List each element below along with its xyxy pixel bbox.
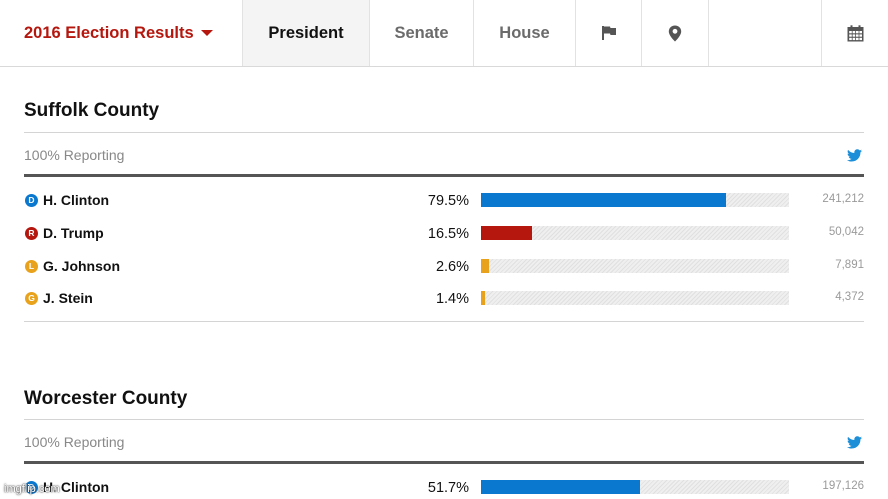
divider xyxy=(24,321,864,322)
vote-count: 197,126 xyxy=(822,480,864,492)
vote-bar-fill xyxy=(481,480,641,494)
tab-house-label: House xyxy=(499,23,550,42)
party-badge-icon: R xyxy=(25,227,38,240)
vote-bar xyxy=(481,291,789,305)
vote-percent: 79.5% xyxy=(427,193,469,209)
vote-percent: 16.5% xyxy=(427,226,469,242)
vote-bar xyxy=(481,193,789,207)
divider xyxy=(24,132,864,133)
vote-percent: 1.4% xyxy=(435,291,469,307)
divider-thick xyxy=(24,174,864,177)
twitter-share-icon[interactable] xyxy=(847,149,862,162)
vote-bar-fill xyxy=(481,259,489,273)
top-navbar: 2016 Election Results President Senate H… xyxy=(0,0,888,67)
vote-percent: 2.6% xyxy=(435,259,469,275)
county-title: Suffolk County xyxy=(24,100,160,121)
party-badge-icon: L xyxy=(25,260,38,273)
candidate-row: R D. Trump 16.5% 50,042 xyxy=(24,225,864,258)
candidate-row: L G. Johnson 2.6% 7,891 xyxy=(24,258,864,291)
vote-count: 241,212 xyxy=(822,193,864,205)
vote-bar-fill xyxy=(481,226,532,240)
tab-calendar[interactable] xyxy=(821,0,888,66)
candidate-name: H. Clinton xyxy=(43,479,110,495)
party-badge-icon: G xyxy=(25,292,38,305)
tab-senate-label: Senate xyxy=(394,23,449,42)
watermark: imgflip.com xyxy=(4,483,60,495)
reporting-status: 100% Reporting xyxy=(24,147,125,163)
twitter-share-icon[interactable] xyxy=(847,436,862,449)
candidate-row: D H. Clinton 79.5% 241,212 xyxy=(24,192,864,225)
vote-count: 4,372 xyxy=(835,291,864,303)
vote-bar-fill xyxy=(481,193,726,207)
vote-count: 7,891 xyxy=(835,259,864,271)
map-pin-icon xyxy=(668,25,682,41)
party-badge-icon: D xyxy=(25,194,38,207)
vote-bar xyxy=(481,226,789,240)
county-title: Worcester County xyxy=(24,388,188,409)
candidate-name: J. Stein xyxy=(43,290,93,306)
tab-ballot-measures[interactable] xyxy=(576,0,642,66)
vote-bar xyxy=(481,480,789,494)
candidate-row: D H. Clinton 51.7% 197,126 xyxy=(24,479,864,499)
county-section-worcester: Worcester County 100% Reporting D H. Cli… xyxy=(24,388,864,499)
tab-senate[interactable]: Senate xyxy=(370,0,474,66)
vote-bar xyxy=(481,259,789,273)
tab-president-label: President xyxy=(268,23,344,42)
election-year-label: 2016 Election Results xyxy=(24,23,194,42)
candidate-name: H. Clinton xyxy=(43,192,110,208)
divider xyxy=(24,419,864,420)
vote-bar-fill xyxy=(481,291,486,305)
county-section-suffolk: Suffolk County 100% Reporting D H. Clint… xyxy=(24,100,864,330)
candidate-name: D. Trump xyxy=(43,225,104,241)
vote-count: 50,042 xyxy=(828,226,864,238)
tab-location[interactable] xyxy=(642,0,709,66)
candidate-row: G J. Stein 1.4% 4,372 xyxy=(24,290,864,323)
election-year-dropdown[interactable]: 2016 Election Results xyxy=(0,0,243,66)
divider-thick xyxy=(24,461,864,464)
reporting-status: 100% Reporting xyxy=(24,434,125,450)
calendar-icon xyxy=(847,24,863,41)
vote-percent: 51.7% xyxy=(427,480,469,496)
caret-down-icon xyxy=(200,30,213,36)
candidate-name: G. Johnson xyxy=(43,258,120,274)
party-badge-icon: D xyxy=(25,481,38,494)
flag-icon xyxy=(601,26,616,40)
tab-house[interactable]: House xyxy=(474,0,576,66)
tab-president[interactable]: President xyxy=(243,0,370,66)
